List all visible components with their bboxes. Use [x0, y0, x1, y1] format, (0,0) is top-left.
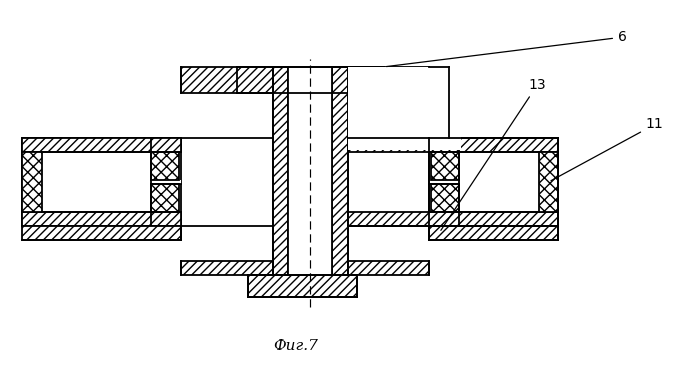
Bar — [348, 67, 384, 93]
Bar — [22, 226, 181, 240]
Bar — [429, 138, 559, 226]
Bar — [348, 212, 459, 226]
Bar — [431, 184, 459, 212]
Bar — [22, 212, 181, 226]
Bar — [152, 180, 181, 184]
Bar — [431, 180, 459, 184]
Bar — [429, 226, 559, 240]
Bar — [348, 67, 429, 93]
Bar — [431, 152, 459, 180]
Bar — [429, 138, 559, 152]
Bar — [332, 67, 348, 275]
Bar — [237, 67, 273, 93]
Bar — [247, 275, 357, 297]
Bar — [181, 261, 273, 275]
Text: 13: 13 — [441, 78, 547, 230]
Bar — [348, 138, 459, 152]
Bar — [429, 212, 559, 226]
Text: 6: 6 — [387, 30, 627, 67]
Bar — [22, 138, 181, 152]
Bar — [22, 152, 43, 212]
Bar — [152, 184, 179, 212]
Bar — [539, 152, 559, 212]
Bar — [152, 138, 181, 152]
Text: 11: 11 — [551, 117, 663, 181]
Bar — [273, 67, 289, 275]
Bar — [289, 67, 332, 275]
Bar — [152, 212, 181, 226]
Bar — [181, 67, 273, 93]
Bar — [348, 67, 461, 150]
Bar — [22, 138, 181, 226]
Text: Фиг.7: Фиг.7 — [273, 339, 318, 353]
Bar — [152, 152, 179, 180]
Bar — [348, 261, 429, 275]
